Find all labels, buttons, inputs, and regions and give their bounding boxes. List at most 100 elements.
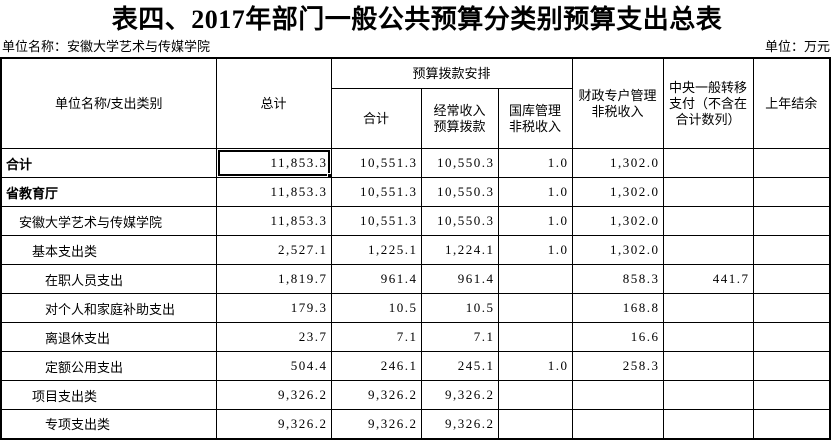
value-cell[interactable]: 16.6 — [571, 322, 664, 352]
value-cell[interactable] — [752, 177, 831, 207]
value-cell[interactable] — [662, 351, 754, 381]
value-cell[interactable]: 10,550.3 — [420, 148, 499, 178]
value-cell[interactable]: 9,326.2 — [420, 409, 499, 439]
value-cell[interactable]: 11,853.3 — [215, 177, 332, 207]
value-cell[interactable]: 1,224.1 — [420, 235, 499, 265]
value-cell[interactable]: 10.5 — [330, 293, 422, 323]
value-cell[interactable]: 1,225.1 — [330, 235, 422, 265]
value-cell[interactable]: 168.8 — [571, 293, 664, 323]
value-cell[interactable]: 10,551.3 — [330, 177, 422, 207]
row-label-cell[interactable]: 项目支出类 — [0, 380, 217, 410]
unit-measure-label: 单位：万元 — [764, 39, 830, 54]
value-cell[interactable]: 258.3 — [571, 351, 664, 381]
value-cell[interactable] — [662, 177, 754, 207]
value-cell[interactable] — [752, 351, 831, 381]
value-cell[interactable]: 961.4 — [330, 264, 422, 294]
value-cell[interactable]: 858.3 — [571, 264, 664, 294]
value-cell[interactable]: 1.0 — [497, 235, 573, 265]
table-row: 离退休支出 23.7 7.1 7.1 16.6 — [0, 322, 831, 352]
value-cell[interactable]: 246.1 — [330, 351, 422, 381]
value-cell[interactable]: 9,326.2 — [330, 380, 422, 410]
value-cell[interactable] — [752, 322, 831, 352]
value-cell[interactable] — [662, 380, 754, 410]
row-label-cell[interactable]: 安徽大学艺术与传媒学院 — [0, 206, 217, 236]
header-prev-year-balance[interactable]: 上年结余 — [752, 57, 831, 149]
value-cell[interactable]: 245.1 — [420, 351, 499, 381]
value-cell[interactable]: 1.0 — [497, 148, 573, 178]
value-cell[interactable] — [752, 206, 831, 236]
value-cell[interactable]: 7.1 — [420, 322, 499, 352]
header-central-transfer[interactable]: 中央一般转移 支付（不含在 合计数列） — [662, 57, 754, 149]
value-cell[interactable]: 9,326.2 — [420, 380, 499, 410]
value-cell[interactable] — [662, 235, 754, 265]
value-cell[interactable]: 11,853.3 — [215, 206, 332, 236]
row-label-cell[interactable]: 对个人和家庭补助支出 — [0, 293, 217, 323]
meta-line: 单位名称：安徽大学艺术与传媒学院 单位：万元 — [0, 36, 834, 57]
table-row: 定额公用支出 504.4 246.1 245.1 1.0 258.3 — [0, 351, 831, 381]
value-cell[interactable]: 10,550.3 — [420, 206, 499, 236]
value-cell[interactable]: 9,326.2 — [330, 409, 422, 439]
value-cell[interactable]: 1.0 — [497, 206, 573, 236]
table-row: 项目支出类 9,326.2 9,326.2 9,326.2 — [0, 380, 831, 410]
value-cell[interactable] — [497, 264, 573, 294]
value-cell[interactable]: 11,853.3 — [215, 148, 332, 178]
value-cell[interactable]: 1.0 — [497, 351, 573, 381]
value-cell[interactable] — [752, 409, 831, 439]
value-cell[interactable] — [662, 293, 754, 323]
value-cell[interactable] — [752, 264, 831, 294]
row-label-cell[interactable]: 合计 — [0, 148, 217, 178]
value-cell[interactable]: 1,302.0 — [571, 148, 664, 178]
header-treasury-nontax[interactable]: 国库管理 非税收入 — [497, 88, 573, 149]
value-cell[interactable] — [497, 380, 573, 410]
value-cell[interactable]: 1,819.7 — [215, 264, 332, 294]
header-budget-alloc-group[interactable]: 预算拨款安排 — [330, 57, 573, 89]
table-row: 省教育厅 11,853.3 10,551.3 10,550.3 1.0 1,302.0 — [0, 177, 831, 207]
row-label-cell[interactable]: 在职人员支出 — [0, 264, 217, 294]
value-cell[interactable]: 1.0 — [497, 177, 573, 207]
value-cell[interactable] — [662, 409, 754, 439]
header-fiscal-account-nontax[interactable]: 财政专户管理 非税收入 — [571, 57, 664, 149]
value-cell[interactable]: 1,302.0 — [571, 206, 664, 236]
row-label-cell[interactable]: 基本支出类 — [0, 235, 217, 265]
row-label-cell[interactable]: 离退休支出 — [0, 322, 217, 352]
value-cell[interactable] — [752, 293, 831, 323]
value-cell[interactable]: 504.4 — [215, 351, 332, 381]
table-row: 在职人员支出 1,819.7 961.4 961.4 858.3 441.7 — [0, 264, 831, 294]
value-cell[interactable]: 10,551.3 — [330, 148, 422, 178]
row-label-cell[interactable]: 定额公用支出 — [0, 351, 217, 381]
value-cell[interactable]: 1,302.0 — [571, 177, 664, 207]
value-cell[interactable]: 1,302.0 — [571, 235, 664, 265]
header-regular-income[interactable]: 经常收入 预算拨款 — [420, 88, 499, 149]
value-cell[interactable] — [662, 206, 754, 236]
table-row: 安徽大学艺术与传媒学院 11,853.3 10,551.3 10,550.3 1.0 1… — [0, 206, 831, 236]
value-cell[interactable]: 441.7 — [662, 264, 754, 294]
value-cell[interactable]: 23.7 — [215, 322, 332, 352]
value-cell[interactable]: 10.5 — [420, 293, 499, 323]
value-cell[interactable] — [752, 235, 831, 265]
row-label-cell[interactable]: 专项支出类 — [0, 409, 217, 439]
value-cell[interactable]: 179.3 — [215, 293, 332, 323]
row-label-cell[interactable]: 省教育厅 — [0, 177, 217, 207]
header-unit-name[interactable]: 单位名称/支出类别 — [0, 57, 217, 149]
page-title: 表四、2017年部门一般公共预算分类别预算支出总表 — [111, 5, 723, 34]
value-cell[interactable] — [662, 322, 754, 352]
value-cell[interactable] — [497, 293, 573, 323]
value-cell[interactable] — [752, 148, 831, 178]
value-cell[interactable] — [497, 409, 573, 439]
table-row: 专项支出类 9,326.2 9,326.2 9,326.2 — [0, 409, 831, 439]
header-grand-total[interactable]: 总计 — [215, 57, 332, 149]
value-cell[interactable] — [662, 148, 754, 178]
value-cell[interactable]: 961.4 — [420, 264, 499, 294]
header-subtotal[interactable]: 合计 — [330, 88, 422, 149]
value-cell[interactable]: 10,551.3 — [330, 206, 422, 236]
value-cell[interactable]: 10,550.3 — [420, 177, 499, 207]
value-cell[interactable] — [752, 380, 831, 410]
value-cell[interactable] — [571, 380, 664, 410]
value-cell[interactable] — [497, 322, 573, 352]
table-row: 对个人和家庭补助支出 179.3 10.5 10.5 168.8 — [0, 293, 831, 323]
value-cell[interactable]: 2,527.1 — [215, 235, 332, 265]
value-cell[interactable]: 7.1 — [330, 322, 422, 352]
value-cell[interactable]: 9,326.2 — [215, 380, 332, 410]
value-cell[interactable]: 9,326.2 — [215, 409, 332, 439]
value-cell[interactable] — [571, 409, 664, 439]
